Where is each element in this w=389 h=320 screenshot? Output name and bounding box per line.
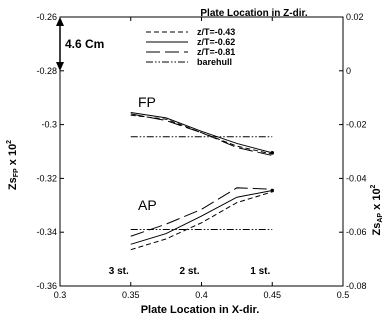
series-line-fp-z-t-0-43 [130, 114, 273, 155]
series-line-ap-z-t-0-81 [130, 187, 273, 237]
y-left-tick-label: -0.3 [41, 120, 57, 130]
y-left-tick-label: -0.34 [36, 227, 57, 237]
y-right-tick-label: -0.06 [346, 227, 367, 237]
x-tick-label: 0.35 [122, 290, 140, 300]
y-left-tick-label: -0.26 [36, 12, 57, 22]
legend-label: barehull [197, 57, 232, 67]
scale-bar: 4.6 Cm [56, 17, 104, 71]
y-left-axis-ticks: -0.26 -0.28 -0.3 -0.32 -0.34 -0.36 [36, 12, 64, 291]
y-right-axis-ticks: 0.02 0 -0.02 -0.04 -0.06 -0.08 [339, 12, 367, 291]
legend: Plate Location in Z-dir. z/T=-0.43z/T=-0… [146, 8, 308, 67]
station-label: 3 st. [109, 266, 129, 277]
series-line-fp-z-t-0-62 [130, 112, 273, 154]
y-right-tick-label: -0.02 [346, 120, 367, 130]
x-tick-label: 0.3 [54, 290, 67, 300]
x-axis-title: Plate Location in X-dir. [141, 304, 260, 316]
group-label-ap: AP [138, 197, 157, 213]
x-tick-label: 0.5 [337, 290, 350, 300]
markers-layer [270, 151, 275, 193]
legend-label: z/T=-0.81 [197, 47, 235, 57]
y-left-tick-label: -0.28 [36, 66, 57, 76]
station-label: 2 st. [179, 266, 199, 277]
series-line-ap-z-t-0-62 [130, 190, 273, 245]
x-tick-label: 0.45 [263, 290, 281, 300]
y-right-tick-label: 0.02 [346, 12, 364, 22]
scale-bar-label: 4.6 Cm [65, 37, 104, 51]
scale-bar-arrow-up [56, 17, 64, 26]
group-label-fp: FP [138, 94, 156, 110]
legend-label: z/T=-0.62 [197, 37, 235, 47]
x-axis-ticks: 0.3 0.35 0.4 0.45 0.5 [54, 17, 350, 300]
series-line-fp-z-t-0-81 [130, 113, 273, 157]
y-left-tick-label: -0.36 [36, 281, 57, 291]
y-right-tick-label: 0 [346, 66, 351, 76]
legend-title: Plate Location in Z-dir. [200, 8, 307, 19]
legend-label: z/T=-0.43 [197, 27, 235, 37]
x-tick-label: 0.4 [195, 290, 208, 300]
station-label: 1 st. [250, 266, 270, 277]
y-right-tick-label: -0.08 [346, 281, 367, 291]
y-right-tick-label: -0.04 [346, 173, 367, 183]
station-labels: 3 st. 2 st. 1 st. [109, 266, 271, 277]
y-left-tick-label: -0.32 [36, 173, 57, 183]
scale-bar-arrow-down [56, 62, 64, 71]
y-left-axis-title: ZsFP x 102 [6, 140, 20, 190]
series-layer [130, 112, 273, 251]
y-right-axis-title: ZsAP x 102 [370, 184, 384, 235]
series-end-marker [270, 188, 275, 193]
series-end-marker [270, 151, 275, 155]
series-line-ap-z-t-0-43 [130, 191, 273, 251]
